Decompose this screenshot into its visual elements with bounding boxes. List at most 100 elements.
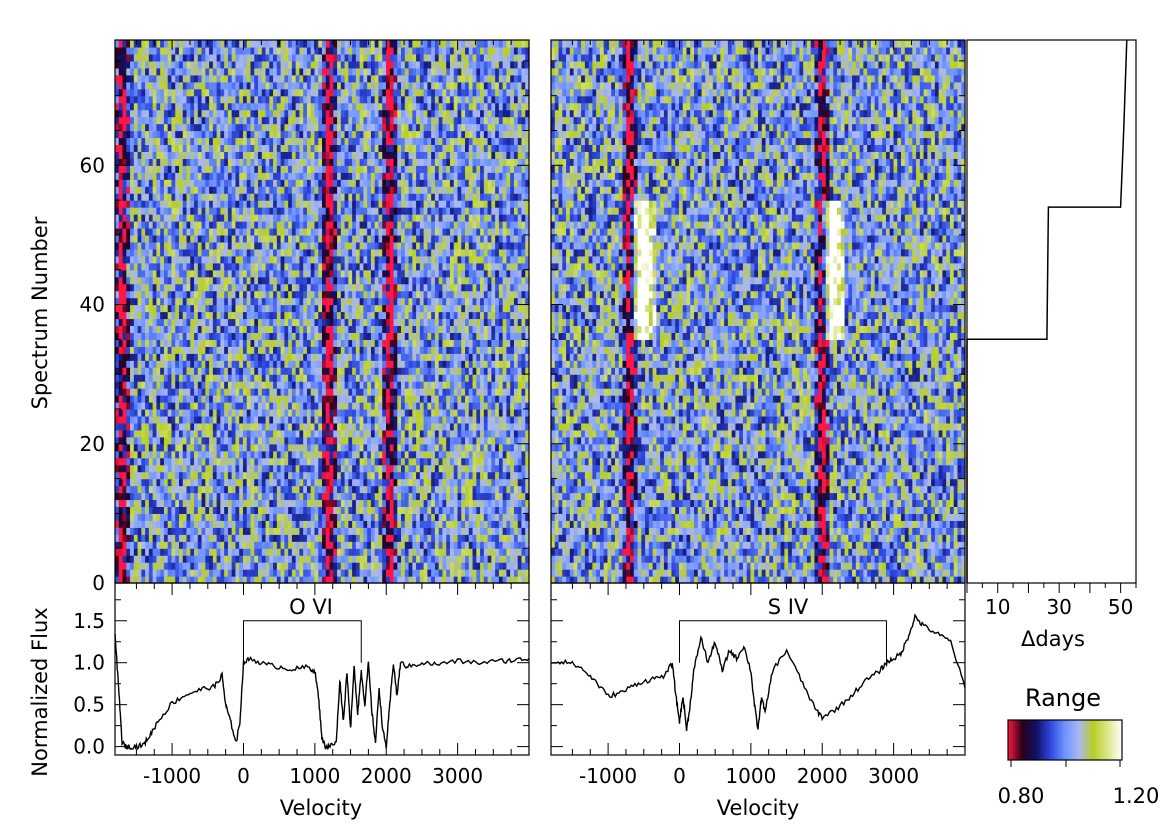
- heatmap-cell: [261, 450, 267, 459]
- heatmap-cell: [446, 555, 451, 563]
- heatmap-cell: [374, 367, 380, 375]
- heatmap-cell: [434, 548, 440, 556]
- heatmap-cell: [227, 297, 233, 306]
- heatmap-cell: [359, 506, 364, 514]
- heatmap-cell: [190, 304, 195, 313]
- heatmap-cell: [483, 402, 489, 410]
- heatmap-cell: [513, 269, 519, 278]
- heatmap-cell: [261, 374, 267, 382]
- heatmap-cell: [306, 450, 312, 459]
- heatmap-cell: [404, 534, 410, 542]
- heatmap-cell: [258, 346, 263, 354]
- heatmap-cell: [118, 262, 124, 271]
- heatmap-cell: [284, 262, 289, 271]
- heatmap-cell: [329, 478, 334, 487]
- heatmap-cell: [487, 402, 492, 410]
- heatmap-cell: [374, 269, 380, 278]
- heatmap-cell: [480, 527, 485, 535]
- heatmap-cell: [393, 339, 398, 347]
- heatmap-cell: [378, 436, 383, 445]
- heatmap-cell: [401, 471, 406, 480]
- heatmap-cell: [517, 555, 523, 563]
- heatmap-cell: [148, 443, 154, 452]
- heatmap-cell: [397, 569, 402, 577]
- heatmap-cell: [186, 478, 191, 487]
- heatmap-cell: [239, 548, 244, 556]
- heatmap-cell: [434, 492, 440, 501]
- heatmap-cell: [137, 367, 142, 375]
- heatmap-cell: [194, 464, 199, 473]
- heatmap-cell: [220, 499, 225, 508]
- heatmap-cell: [133, 471, 139, 480]
- heatmap-cell: [465, 339, 470, 347]
- heatmap-cell: [318, 541, 323, 549]
- heatmap-cell: [224, 367, 229, 375]
- heatmap-cell: [118, 402, 124, 410]
- heatmap-cell: [295, 527, 301, 535]
- heatmap-cell: [513, 304, 519, 313]
- heatmap-cell: [254, 332, 259, 340]
- heatmap-cell: [239, 408, 244, 417]
- heatmap-cell: [517, 297, 523, 306]
- heatmap-cell: [359, 499, 364, 508]
- heatmap-cell: [261, 408, 267, 417]
- heatmap-cell: [483, 541, 489, 549]
- heatmap-cell: [329, 367, 334, 375]
- heatmap-cell: [178, 290, 184, 299]
- heatmap-cell: [291, 402, 297, 410]
- heatmap-cell: [495, 478, 500, 487]
- heatmap-cell: [480, 367, 485, 375]
- heatmap-cell: [126, 283, 131, 292]
- heatmap-cell: [171, 541, 176, 549]
- heatmap-cell: [269, 276, 274, 285]
- heatmap-cell: [303, 513, 308, 521]
- heatmap-cell: [506, 367, 511, 375]
- heatmap-cell: [126, 492, 131, 501]
- heatmap-cell: [130, 332, 135, 340]
- heatmap-cell: [280, 304, 285, 313]
- heatmap-cell: [370, 513, 376, 521]
- heatmap-cell: [284, 353, 289, 361]
- heatmap-cell: [468, 422, 474, 431]
- heatmap-cell: [254, 395, 259, 403]
- heatmap-cell: [122, 492, 127, 501]
- heatmap-cell: [513, 450, 519, 459]
- heatmap-cell: [427, 478, 432, 487]
- heatmap-cell: [483, 555, 489, 563]
- heatmap-cell: [378, 443, 383, 452]
- heatmap-cell: [472, 576, 477, 584]
- heatmap-cell: [224, 262, 229, 271]
- heatmap-cell: [446, 471, 451, 480]
- heatmap-cell: [408, 422, 413, 431]
- heatmap-cell: [442, 374, 447, 382]
- heatmap-cell: [284, 346, 289, 354]
- heatmap-cell: [419, 395, 425, 403]
- heatmap-cell: [156, 276, 161, 285]
- heatmap-cell: [483, 534, 489, 542]
- heatmap-cell: [318, 436, 323, 445]
- heatmap-cell: [152, 534, 157, 542]
- heatmap-cell: [160, 492, 165, 501]
- heatmap-cell: [363, 436, 368, 445]
- heatmap-cell: [525, 457, 530, 466]
- heatmap-cell: [212, 269, 218, 278]
- heatmap-cell: [265, 304, 270, 313]
- heatmap-cell: [468, 395, 474, 403]
- heatmap-cell: [212, 436, 218, 445]
- heatmap-cell: [314, 527, 319, 535]
- heatmap-cell: [261, 276, 267, 285]
- heatmap-cell: [329, 269, 334, 278]
- heatmap-cell: [438, 374, 444, 382]
- heatmap-cell: [186, 297, 191, 306]
- heatmap-cell: [160, 569, 165, 577]
- heatmap-cell: [487, 478, 492, 487]
- heatmap-cell: [261, 492, 267, 501]
- heatmap-cell: [468, 367, 474, 375]
- heatmap-cell: [284, 569, 289, 577]
- heatmap-cell: [404, 576, 410, 584]
- heatmap-cell: [280, 422, 285, 431]
- heatmap-cell: [205, 408, 210, 417]
- heatmap-cell: [265, 443, 270, 452]
- heatmap-cell: [438, 443, 444, 452]
- heatmap-cell: [393, 457, 398, 466]
